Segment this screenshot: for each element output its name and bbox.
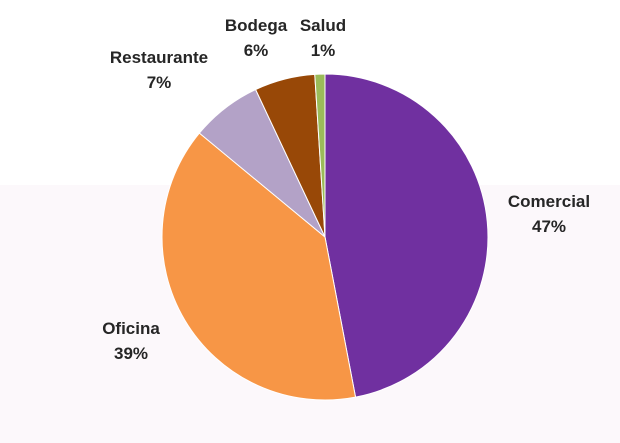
slice-percent-restaurante: 7% xyxy=(147,73,172,92)
slice-label-salud: Salud xyxy=(300,16,346,35)
slice-label-bodega: Bodega xyxy=(225,16,288,35)
slice-percent-comercial: 47% xyxy=(532,217,566,236)
pie-slice-comercial xyxy=(324,73,489,398)
pie-labels: Comercial 47% Oficina 39% Restaurante 7% Bodeg… xyxy=(102,16,590,363)
slice-percent-oficina: 39% xyxy=(114,344,148,363)
slice-label-comercial: Comercial xyxy=(508,192,590,211)
slice-percent-salud: 1% xyxy=(311,41,336,60)
slice-percent-bodega: 6% xyxy=(244,41,269,60)
pie-slice-oficina xyxy=(161,132,357,401)
pie-slice-salud xyxy=(314,73,326,238)
slice-label-restaurante: Restaurante xyxy=(110,48,208,67)
slice-label-oficina: Oficina xyxy=(102,319,160,338)
pie-slices xyxy=(161,73,489,401)
